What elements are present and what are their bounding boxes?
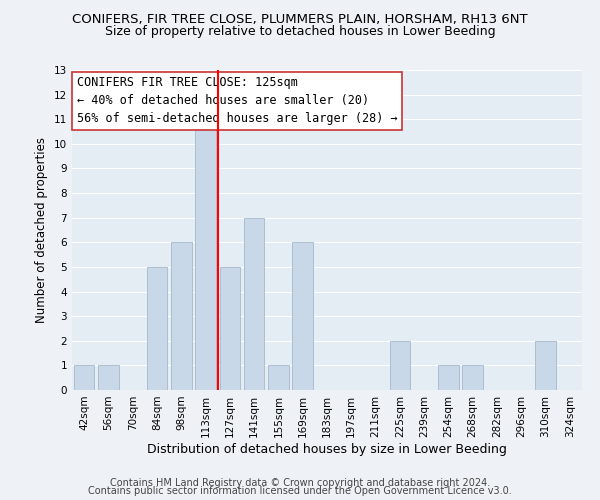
Bar xyxy=(535,341,556,390)
Bar xyxy=(220,267,240,390)
X-axis label: Distribution of detached houses by size in Lower Beeding: Distribution of detached houses by size … xyxy=(147,442,507,456)
Bar xyxy=(146,267,167,390)
Bar xyxy=(389,341,410,390)
Bar xyxy=(244,218,265,390)
Bar xyxy=(74,366,94,390)
Bar xyxy=(268,366,289,390)
Bar xyxy=(438,366,459,390)
Text: Contains public sector information licensed under the Open Government Licence v3: Contains public sector information licen… xyxy=(88,486,512,496)
Text: CONIFERS, FIR TREE CLOSE, PLUMMERS PLAIN, HORSHAM, RH13 6NT: CONIFERS, FIR TREE CLOSE, PLUMMERS PLAIN… xyxy=(72,12,528,26)
Y-axis label: Number of detached properties: Number of detached properties xyxy=(35,137,49,323)
Bar xyxy=(171,242,191,390)
Text: Contains HM Land Registry data © Crown copyright and database right 2024.: Contains HM Land Registry data © Crown c… xyxy=(110,478,490,488)
Bar xyxy=(98,366,119,390)
Bar xyxy=(195,119,216,390)
Bar xyxy=(292,242,313,390)
Text: CONIFERS FIR TREE CLOSE: 125sqm
← 40% of detached houses are smaller (20)
56% of: CONIFERS FIR TREE CLOSE: 125sqm ← 40% of… xyxy=(77,76,398,126)
Bar xyxy=(463,366,483,390)
Text: Size of property relative to detached houses in Lower Beeding: Size of property relative to detached ho… xyxy=(104,25,496,38)
